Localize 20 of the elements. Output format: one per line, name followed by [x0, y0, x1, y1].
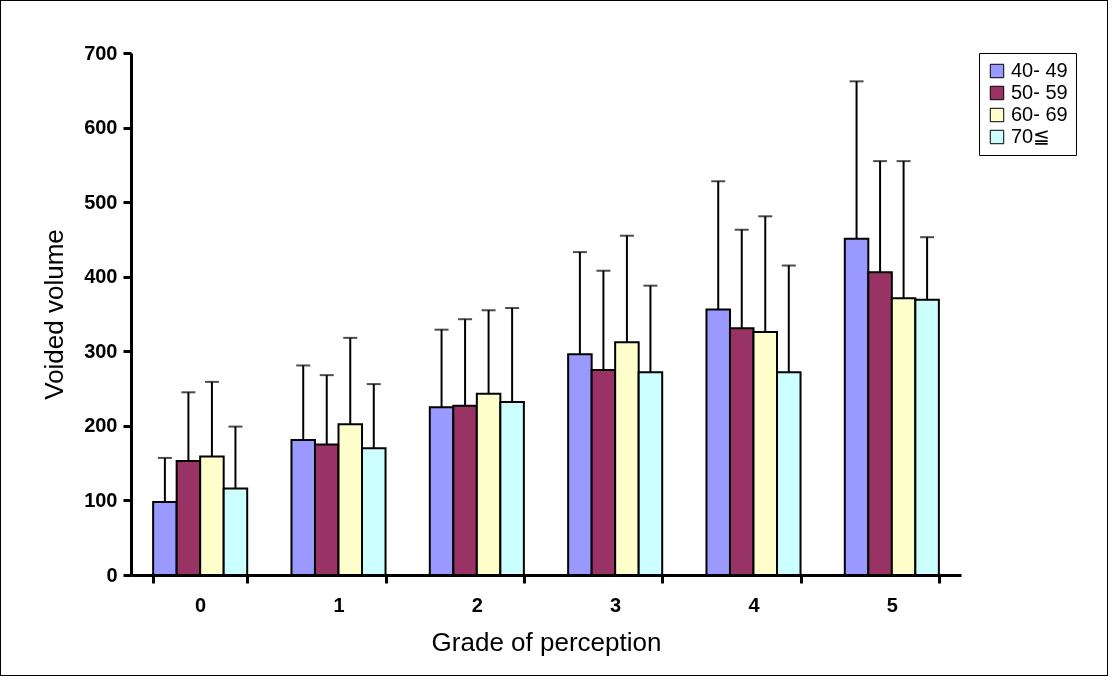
y-tick-label: 500 — [84, 190, 118, 213]
x-tick-label: 0 — [195, 593, 207, 616]
x-tick-label: 5 — [886, 593, 898, 616]
x-tick-label: 1 — [333, 593, 345, 616]
y-tick-label: 0 — [106, 563, 118, 586]
legend-label: 50- 59 — [1011, 81, 1068, 103]
y-tick-label: 700 — [84, 41, 118, 64]
y-tick-label: 100 — [84, 488, 118, 511]
y-tick-label: 300 — [84, 339, 118, 362]
legend-label: 60- 69 — [1011, 103, 1068, 125]
x-tick-label: 2 — [471, 593, 483, 616]
legend-label: 40- 49 — [1011, 59, 1068, 81]
legend-label: 70≦ — [1011, 125, 1051, 147]
y-axis-title: Voided volume — [39, 229, 70, 400]
x-axis-title: Grade of perception — [431, 626, 662, 657]
y-tick-label: 200 — [84, 414, 118, 437]
x-tick-label: 4 — [748, 593, 761, 616]
y-tick-label: 600 — [84, 116, 118, 139]
x-tick-label: 3 — [610, 593, 622, 616]
y-tick-label: 400 — [84, 265, 118, 288]
